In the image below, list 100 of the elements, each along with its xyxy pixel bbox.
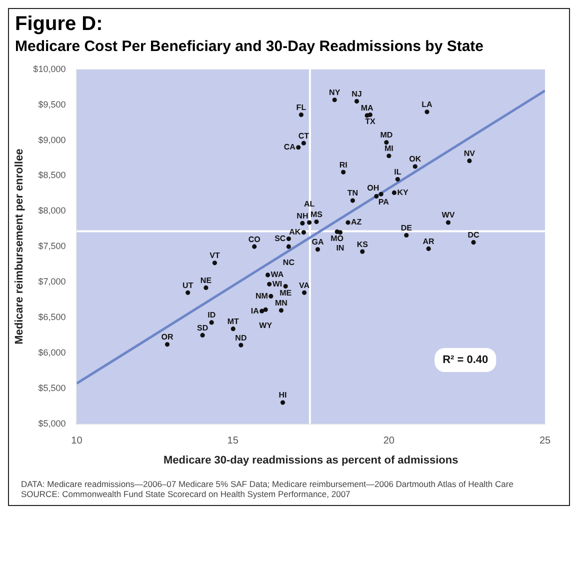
point — [278, 308, 284, 313]
point — [392, 190, 397, 196]
point — [286, 244, 291, 249]
point — [301, 140, 306, 146]
point — [315, 247, 320, 252]
data-label: IN — [336, 244, 344, 253]
data-label: OR — [161, 332, 174, 342]
point — [346, 220, 350, 225]
data-label: VT — [210, 251, 220, 260]
point — [395, 176, 400, 182]
data-label: AK — [289, 228, 301, 237]
point — [265, 272, 270, 278]
data-label: PA — [378, 197, 390, 206]
data-label: GA — [312, 238, 324, 247]
data-label: SD — [196, 323, 208, 332]
data-label: AR — [422, 236, 435, 246]
data-label: IL — [394, 167, 402, 176]
data-label: UT — [182, 280, 194, 290]
text: DATA: Medicare readmissions—2006–07 Medicare 5% SAF Data; Medicare reimbursement—2006 Dartmouth Atlas of Health Care — [21, 479, 514, 489]
x-tick-label: 15 — [227, 436, 239, 447]
y-tick-label: $7,000 — [38, 276, 66, 287]
data-label: ID — [208, 310, 216, 320]
point — [378, 192, 384, 196]
point — [298, 112, 304, 118]
point — [268, 294, 274, 299]
point — [300, 220, 305, 226]
point — [386, 154, 392, 158]
x-axis-title: Medicare 30-day readmissions as percent of admissions — [164, 454, 458, 466]
y-tick-label: $7,500 — [38, 241, 66, 252]
y-tick-label: $9,500 — [38, 99, 66, 110]
data-label: OK — [409, 154, 422, 164]
point — [280, 400, 286, 405]
point — [286, 236, 291, 242]
chart-subtitle: Medicare Cost Per Beneficiary and 30-Day Readmissions by State — [14, 37, 485, 57]
point — [186, 290, 190, 295]
data-label: DE — [400, 223, 413, 232]
point — [354, 98, 360, 104]
data-label: MI — [384, 144, 394, 154]
data-label: DC — [468, 230, 480, 240]
point — [212, 260, 218, 266]
point — [360, 249, 365, 254]
point — [374, 194, 379, 199]
point — [307, 220, 312, 225]
data-label: MD — [380, 130, 393, 140]
data-label: NJ — [352, 90, 362, 98]
point — [283, 284, 288, 289]
point — [332, 98, 337, 102]
point — [471, 240, 476, 245]
data-label: MN — [274, 298, 288, 308]
data-label: KS — [356, 240, 369, 249]
data-label: CA — [284, 142, 296, 152]
data-label: ND — [235, 333, 247, 342]
point — [164, 342, 170, 347]
point — [341, 170, 346, 174]
data-label: SC — [274, 234, 286, 244]
point — [296, 145, 301, 150]
data-label: FL — [296, 102, 306, 112]
y-tick-label: $8,500 — [38, 170, 66, 180]
data-label: NM — [255, 291, 268, 300]
data-label: LA — [422, 100, 433, 110]
data-label: MT — [227, 317, 240, 326]
source-note: SOURCE: Commonwealth Fund State Scorecard on Health System Performance, 2007 — [21, 489, 352, 499]
data-label: KY — [397, 188, 409, 197]
data-label: OH — [367, 183, 380, 192]
data-label: IA — [250, 306, 260, 316]
y-tick-label: $5,500 — [38, 382, 66, 393]
data-label: NY — [329, 88, 341, 98]
data-label: NE — [200, 276, 212, 285]
point — [368, 112, 372, 118]
x-tick-label: 10 — [71, 436, 83, 447]
point — [412, 164, 418, 169]
data-label: TX — [365, 116, 376, 126]
y-tick-label: $6,000 — [38, 347, 66, 358]
y-tick-label: $5,000 — [38, 418, 66, 428]
data-label: MA — [360, 104, 374, 113]
point — [252, 244, 257, 249]
point — [267, 282, 272, 286]
data-label: CO — [248, 234, 260, 244]
data-label: CT — [298, 131, 310, 140]
y-axis-title: Medicare reimbursement per enrollee — [14, 148, 26, 344]
data-label: AZ — [351, 218, 362, 227]
x-tick-label: 25 — [539, 436, 551, 447]
data-label: VA — [299, 280, 310, 290]
y-tick-label: $9,000 — [38, 134, 66, 145]
data-label: WI — [272, 279, 282, 288]
point — [204, 285, 208, 290]
point — [404, 232, 409, 238]
y-tick-label: $10,000 — [33, 64, 66, 74]
point — [424, 110, 430, 114]
x-tick-label: 20 — [383, 436, 395, 447]
data-label: MS — [310, 210, 324, 219]
data-label: AL — [304, 200, 315, 209]
point — [338, 230, 343, 235]
point — [200, 332, 205, 338]
data-label: NH — [296, 211, 308, 220]
data-label: WA — [270, 270, 284, 280]
point — [314, 219, 319, 224]
point — [301, 230, 306, 235]
chart-title: Figure D: — [14, 12, 104, 36]
data-label: TN — [347, 188, 358, 198]
